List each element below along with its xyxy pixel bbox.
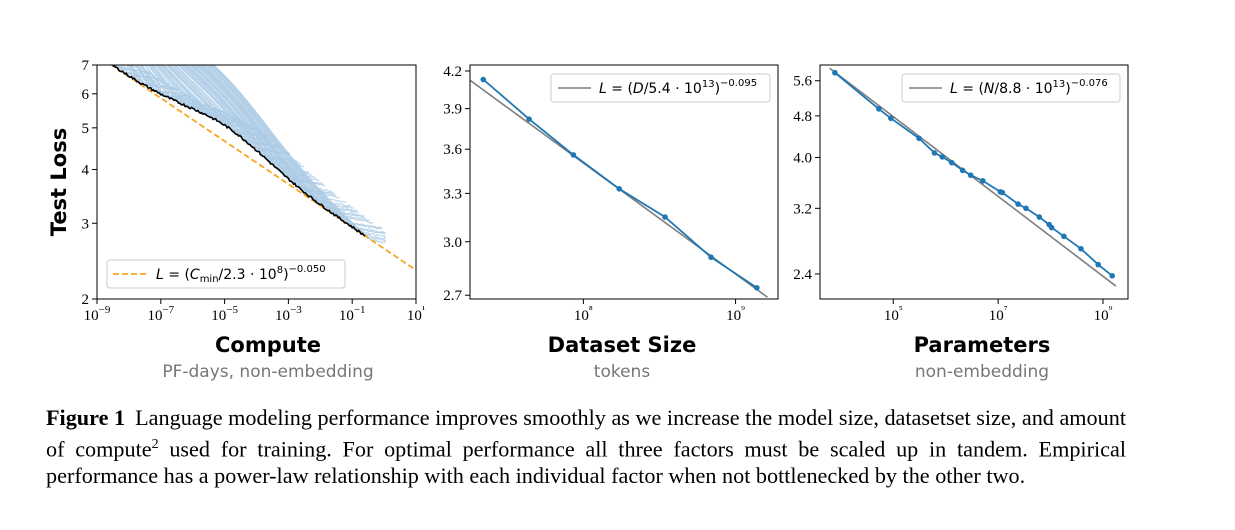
caption-footnote-mark: 2 (151, 437, 159, 452)
caption-text-2: used for training. For optimal performan… (46, 436, 1127, 489)
training-curve (210, 65, 386, 240)
series-line (482, 78, 758, 289)
x-tick-label: 10−5 (211, 304, 238, 324)
data-point (939, 154, 946, 160)
caption-label: Figure 1 (46, 405, 126, 430)
figure-caption: Figure 1 Language modeling performance im… (46, 404, 1126, 489)
caption-text-1: Language modeling performance improves s… (46, 405, 1126, 462)
data-point (1095, 261, 1101, 268)
legend-entry-fit: L = (D/5.4 · 1013)−0.095 (599, 78, 757, 97)
y-tick-label: 2.4 (793, 267, 812, 283)
y-tick-label: 6 (82, 87, 90, 103)
data-point (662, 214, 668, 220)
x-tick-label: 10⁵ (884, 304, 903, 324)
parameters-panel: 10⁵ 10⁷ 10⁹ 2.4 3.2 4.0 4.8 5.6 L = (N/8.8 · 1… (793, 64, 1129, 324)
compute-axis-sublabel: PF-days, non-embedding (162, 362, 373, 382)
y-tick-label: 5 (82, 121, 90, 137)
training-curve (205, 65, 383, 230)
training-curve (209, 65, 387, 238)
training-curve (203, 65, 373, 224)
data-point (1061, 233, 1067, 240)
training-curve (208, 65, 386, 235)
y-tick-label: 3.3 (443, 186, 462, 202)
training-curve (130, 65, 180, 92)
y-tick-label: 7 (82, 58, 90, 74)
y-axis-label: Test Loss (47, 128, 71, 236)
training-curves (113, 65, 387, 244)
dataset-size-panel: 10⁸ 10⁹ 2.7 3.0 3.3 3.6 3.9 4.2 L = (D/5.4 · 1… (443, 64, 779, 324)
y-tick-label: 2.7 (443, 288, 462, 304)
data-point (876, 106, 882, 112)
y-tick-label: 4.8 (793, 109, 812, 125)
data-point (616, 185, 623, 192)
y-tick-label: 5.6 (793, 74, 812, 90)
y-tick-label: 3.6 (443, 142, 462, 158)
y-tick-label: 2 (82, 292, 90, 308)
compute-efficient-frontier (111, 65, 366, 237)
power-law-fit-line (110, 65, 416, 271)
plot-frame (469, 64, 779, 300)
y-tick-label: 3.0 (443, 235, 462, 251)
training-curve (165, 65, 267, 136)
y-tick-label: 4 (82, 163, 90, 179)
data-point (832, 69, 838, 76)
data-point (1078, 245, 1084, 252)
plot-frame (819, 64, 1129, 300)
data-point (754, 284, 760, 291)
training-curve (198, 65, 359, 214)
x-tick-label: 10−3 (275, 304, 302, 324)
data-point (570, 152, 577, 158)
data-point (526, 116, 532, 122)
legend: L = (D/5.4 · 1013)−0.095 (550, 73, 771, 103)
data-point (948, 159, 955, 166)
x-tick-label: 10⁸ (574, 304, 593, 324)
training-curve (117, 65, 144, 70)
legend-entry-fit: L = (N/8.8 · 1013)−0.076 (950, 78, 1108, 97)
legend: L = (N/8.8 · 1013)−0.076 (901, 73, 1121, 103)
y-tick-label: 3 (82, 216, 90, 232)
data-point (999, 189, 1006, 196)
x-tick-label: 10−7 (147, 304, 174, 324)
x-tick-label: 10⁹ (726, 304, 745, 324)
training-curve (193, 65, 346, 203)
data-point (1048, 224, 1055, 231)
training-curve (200, 65, 366, 219)
training-curve (155, 65, 241, 121)
legend: L = (Cmin/2.3 · 108)−0.050 (106, 259, 346, 289)
data-point (1023, 205, 1029, 212)
data-point (1109, 273, 1116, 279)
data-point (1015, 201, 1021, 207)
parameters-axis-title: Parameters (914, 333, 1051, 357)
data-point (980, 178, 986, 184)
data-point (708, 254, 714, 261)
data-point (480, 76, 487, 83)
y-tick-label: 3.9 (443, 102, 462, 118)
x-tick-label: 10−1 (339, 304, 366, 324)
data-point (916, 135, 922, 142)
training-curve (212, 65, 387, 244)
legend-entry-fit: L = (Cmin/2.3 · 108)−0.050 (156, 264, 326, 285)
data-point (1036, 214, 1043, 220)
plot-frame (96, 64, 417, 300)
data-point (931, 150, 938, 156)
x-tick-label: 10¹ (407, 304, 425, 324)
parameters-axis-sublabel: non-embedding (915, 362, 1049, 382)
y-tick-label: 4.2 (443, 64, 462, 80)
data-point (959, 167, 966, 174)
x-tick-label: 10⁹ (1094, 304, 1113, 324)
data-point (967, 172, 974, 179)
training-curve (211, 65, 387, 242)
compute-axis-title: Compute (215, 333, 321, 357)
dataset-size-axis-title: Dataset Size (548, 333, 697, 357)
y-tick-label: 4.0 (793, 150, 812, 166)
x-tick-label: 10⁷ (989, 304, 1008, 324)
training-curve (128, 65, 176, 90)
data-point (888, 115, 894, 122)
dataset-size-axis-sublabel: tokens (594, 362, 651, 382)
y-tick-label: 3.2 (793, 201, 812, 217)
